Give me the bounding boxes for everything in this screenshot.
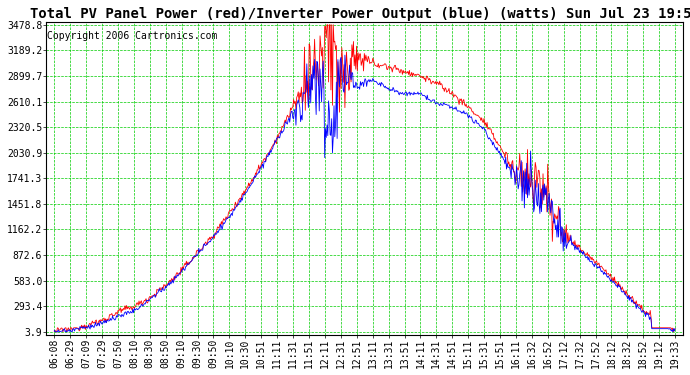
Title: Total PV Panel Power (red)/Inverter Power Output (blue) (watts) Sun Jul 23 19:54: Total PV Panel Power (red)/Inverter Powe…: [30, 7, 690, 21]
Text: Copyright 2006 Cartronics.com: Copyright 2006 Cartronics.com: [47, 32, 217, 42]
